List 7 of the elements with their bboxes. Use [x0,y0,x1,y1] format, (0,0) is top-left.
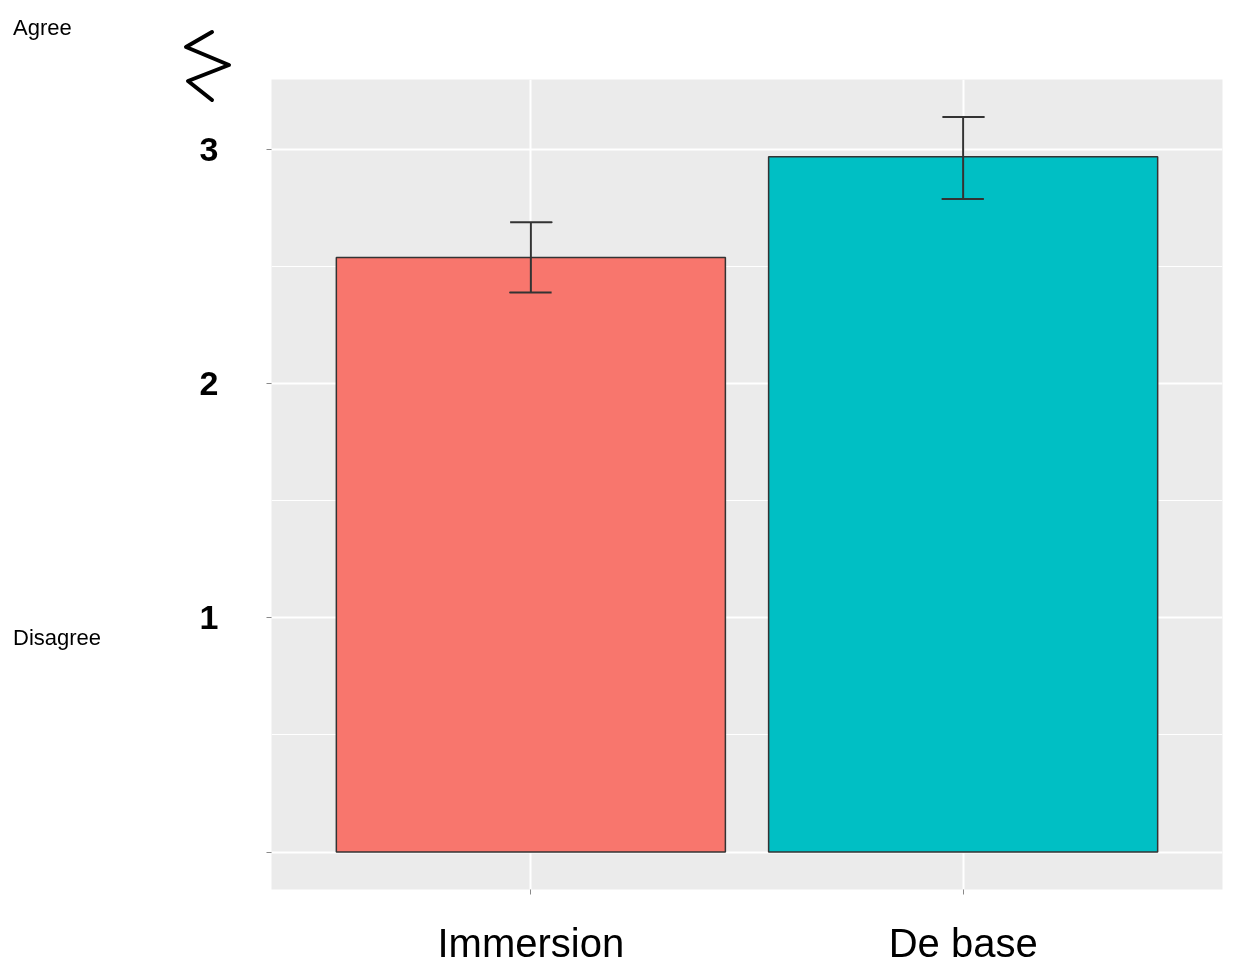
x-tick-label: Immersion [437,920,625,965]
annotation: Agree [13,14,72,42]
x-tick-label: De base [888,920,1038,965]
y-tick-label: 2 [199,364,219,403]
annotation: Disagree [13,624,102,652]
y-tick-label: 3 [199,130,219,169]
y-tick-label: 1 [199,598,219,637]
